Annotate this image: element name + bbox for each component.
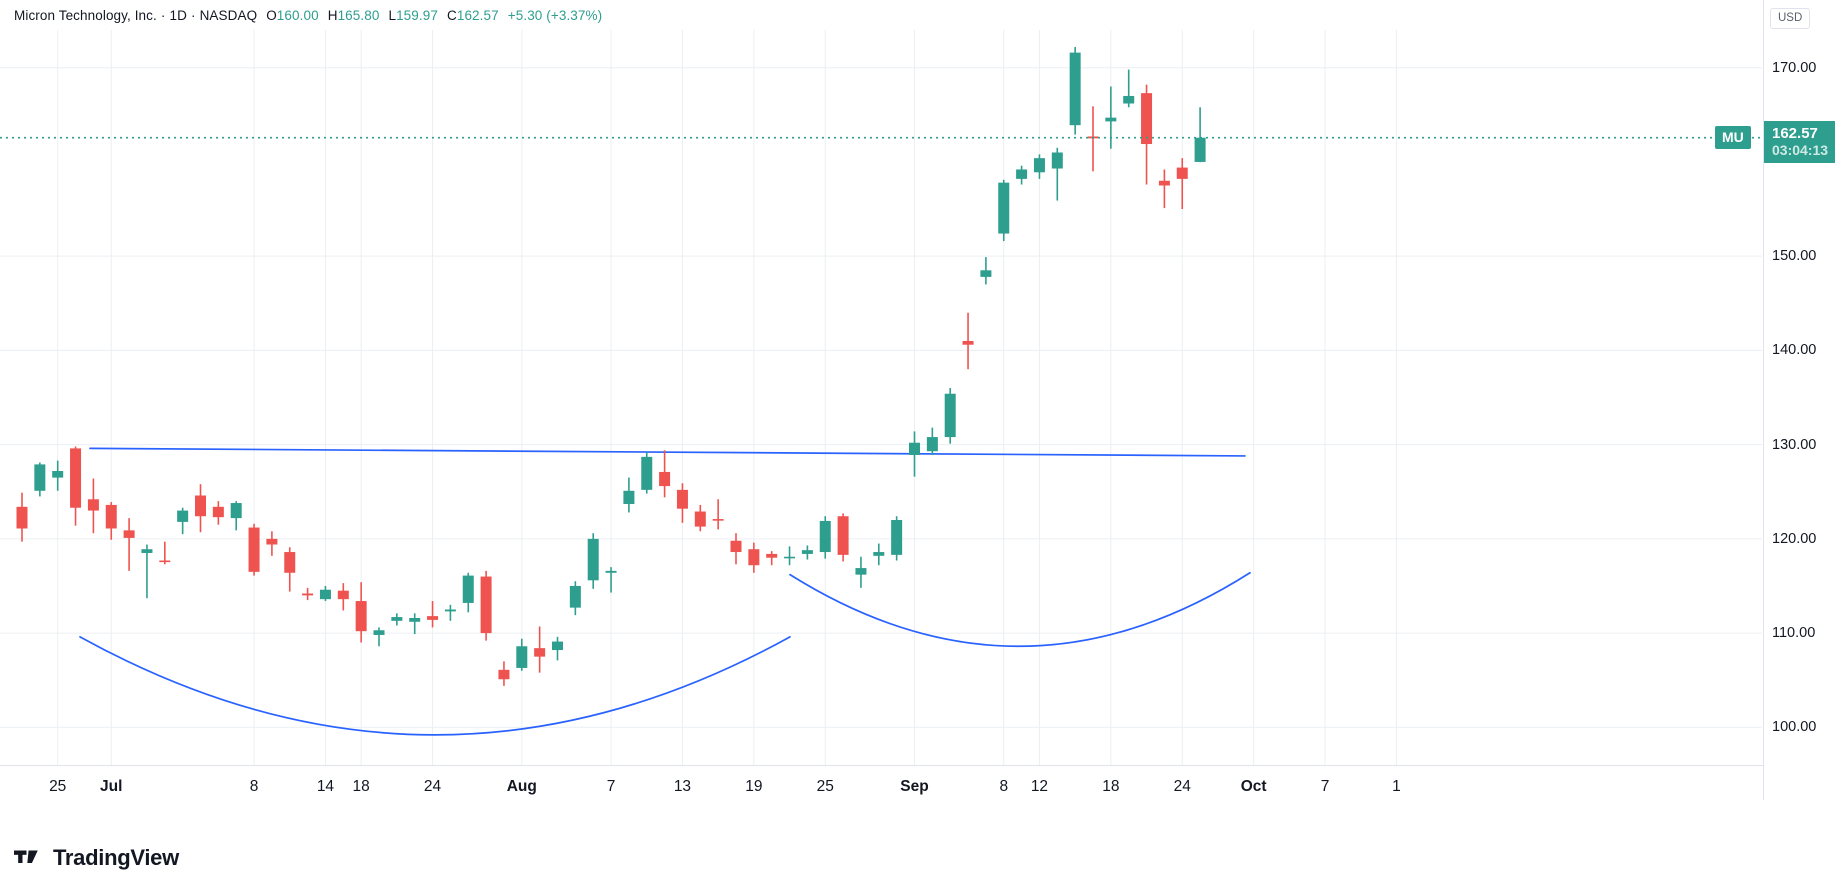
price-tick: 110.00 bbox=[1772, 625, 1816, 642]
legend-separator-1: · bbox=[160, 8, 166, 23]
time-tick: 8 bbox=[249, 778, 259, 795]
time-tick: 1 bbox=[1392, 778, 1401, 795]
ohlc-open: O160.00 bbox=[266, 8, 319, 23]
currency-badge[interactable]: USD bbox=[1770, 8, 1811, 29]
high-value: 165.80 bbox=[337, 8, 380, 23]
open-label: O bbox=[266, 8, 277, 23]
open-value: 160.00 bbox=[276, 8, 319, 23]
time-tick: Aug bbox=[506, 778, 537, 795]
exchange-label: NASDAQ bbox=[199, 8, 258, 23]
time-tick: 18 bbox=[1102, 778, 1120, 795]
time-tick: 8 bbox=[999, 778, 1009, 795]
time-tick: Jul bbox=[100, 778, 123, 795]
ohlc-close: C162.57 bbox=[447, 8, 499, 23]
price-tick: 150.00 bbox=[1772, 248, 1817, 265]
symbol-price-badge: MU bbox=[1715, 125, 1751, 149]
price-tick: 100.00 bbox=[1772, 719, 1817, 736]
current-price-badge[interactable]: 162.57 03:04:13 bbox=[1764, 120, 1835, 164]
current-price-value: 162.57 bbox=[1772, 124, 1818, 142]
price-tick: 120.00 bbox=[1772, 530, 1817, 547]
time-tick: Sep bbox=[900, 778, 929, 795]
price-tick: 130.00 bbox=[1772, 436, 1817, 453]
low-value: 159.97 bbox=[396, 8, 438, 23]
time-tick: 13 bbox=[673, 778, 692, 795]
bar-countdown-timer: 03:04:13 bbox=[1772, 141, 1829, 158]
ohlc-high: H165.80 bbox=[328, 8, 380, 23]
ohlc-low: L159.97 bbox=[388, 8, 438, 23]
time-tick: 12 bbox=[1030, 778, 1049, 795]
tradingview-brand[interactable]: TradingView bbox=[14, 845, 179, 871]
price-tick: 140.00 bbox=[1772, 342, 1817, 359]
candlestick-chart[interactable] bbox=[0, 30, 1762, 765]
time-tick: 14 bbox=[316, 778, 335, 795]
chart-plot-area[interactable] bbox=[0, 30, 1762, 765]
close-value: 162.57 bbox=[456, 8, 499, 23]
chart-legend[interactable]: Micron Technology, Inc. · 1D · NASDAQ O1… bbox=[14, 8, 602, 23]
symbol-name[interactable]: Micron Technology, Inc. bbox=[14, 8, 157, 23]
price-scale[interactable]: USD 170.00 150.00 140.00 130.00 120.00 110.00… bbox=[1763, 0, 1835, 800]
brand-name: TradingView bbox=[53, 845, 179, 870]
price-tick: 170.00 bbox=[1772, 59, 1817, 76]
time-tick: 7 bbox=[606, 778, 616, 795]
tradingview-logo-icon bbox=[14, 850, 38, 863]
drawing-overlays[interactable] bbox=[79, 447, 1251, 736]
time-tick: 7 bbox=[1320, 778, 1330, 795]
change-value: +5.30 (+3.37%) bbox=[507, 8, 603, 23]
time-tick: Oct bbox=[1240, 778, 1267, 795]
time-tick: 24 bbox=[423, 778, 442, 795]
time-tick: 24 bbox=[1173, 778, 1191, 795]
legend-separator-2: · bbox=[190, 8, 196, 23]
time-tick: 19 bbox=[745, 778, 763, 795]
close-label: C bbox=[446, 8, 457, 23]
candle-series bbox=[16, 46, 1206, 686]
time-tick: 18 bbox=[352, 778, 370, 795]
high-label: H bbox=[327, 8, 338, 23]
interval-label[interactable]: 1D bbox=[169, 8, 187, 23]
low-label: L bbox=[388, 8, 397, 23]
time-tick: 25 bbox=[49, 778, 67, 795]
grid-lines bbox=[0, 30, 1762, 765]
time-scale[interactable]: 25 Jul 8 14 18 24 Aug 7 13 19 25 Sep 8 12 18 24 Oct 7 1 bbox=[0, 765, 1763, 810]
time-tick: 25 bbox=[816, 778, 834, 795]
